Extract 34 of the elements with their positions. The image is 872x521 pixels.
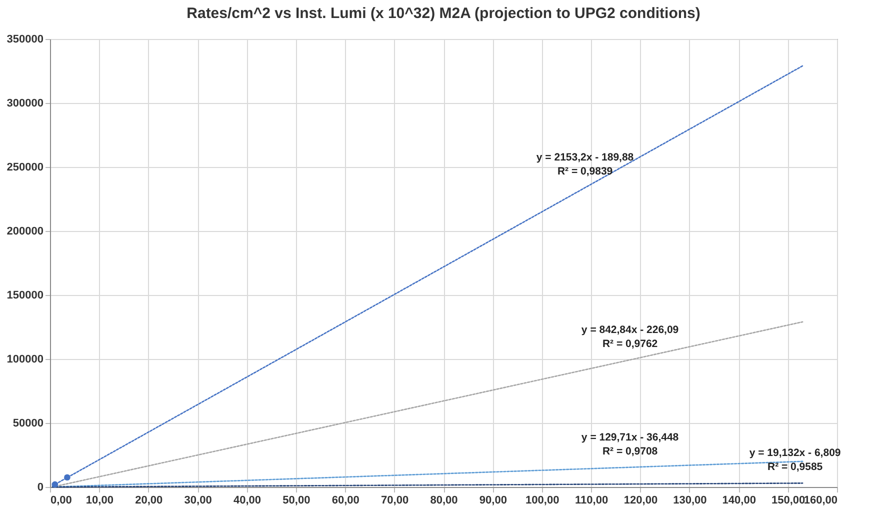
y-tick-label: 50000	[12, 418, 44, 430]
annotation: R² = 0,9839	[557, 166, 613, 178]
y-tick-label: 350000	[6, 34, 44, 46]
x-tick-label: 10,00	[86, 494, 114, 506]
annotation: R² = 0,9762	[602, 338, 658, 350]
annotation: y = 19,132x - 6,809	[749, 447, 841, 460]
annotation: R² = 0,9585	[767, 461, 823, 474]
x-tick-label: 70,00	[381, 494, 409, 506]
chart-title: Rates/cm^2 vs Inst. Lumi (x 10^32) M2A (projection to UPG2 conditions)	[186, 5, 700, 22]
x-tick-label: 100,00	[526, 494, 560, 506]
x-tick-label: 110,00	[575, 494, 608, 506]
x-tick-label: 50,00	[282, 494, 310, 506]
x-tick-label: 120,00	[624, 494, 658, 506]
x-tick-label: 80,00	[430, 494, 458, 506]
y-tick-label: 250000	[6, 162, 44, 174]
y-tick-label: 100000	[6, 354, 44, 366]
x-tick-label: 60,00	[332, 494, 360, 506]
x-tick-label: 160,00	[804, 494, 838, 506]
annotation: y = 842,84x - 226,09	[581, 324, 679, 336]
y-tick-label: 300000	[6, 98, 44, 110]
annotation: y = 2153,2x - 189,88	[536, 152, 634, 164]
x-tick-label: 150,00	[771, 494, 806, 506]
x-tick-label: 90,00	[479, 494, 507, 506]
y-tick-label: 150000	[6, 290, 44, 302]
x-tick-label: 30,00	[184, 494, 212, 506]
y-tick-label: 200000	[6, 226, 44, 238]
annotation: y = 129,71x - 36,448	[581, 431, 679, 444]
x-tick-label: 130,00	[673, 494, 707, 506]
y-tick-label: 0	[37, 482, 44, 494]
x-tick-label: 20,00	[135, 494, 163, 506]
x-tick-label: 0,00	[50, 494, 72, 506]
annotation: R² = 0,9708	[602, 445, 658, 458]
x-tick-label: 140,00	[722, 494, 756, 506]
x-tick-label: 40,00	[233, 494, 262, 506]
